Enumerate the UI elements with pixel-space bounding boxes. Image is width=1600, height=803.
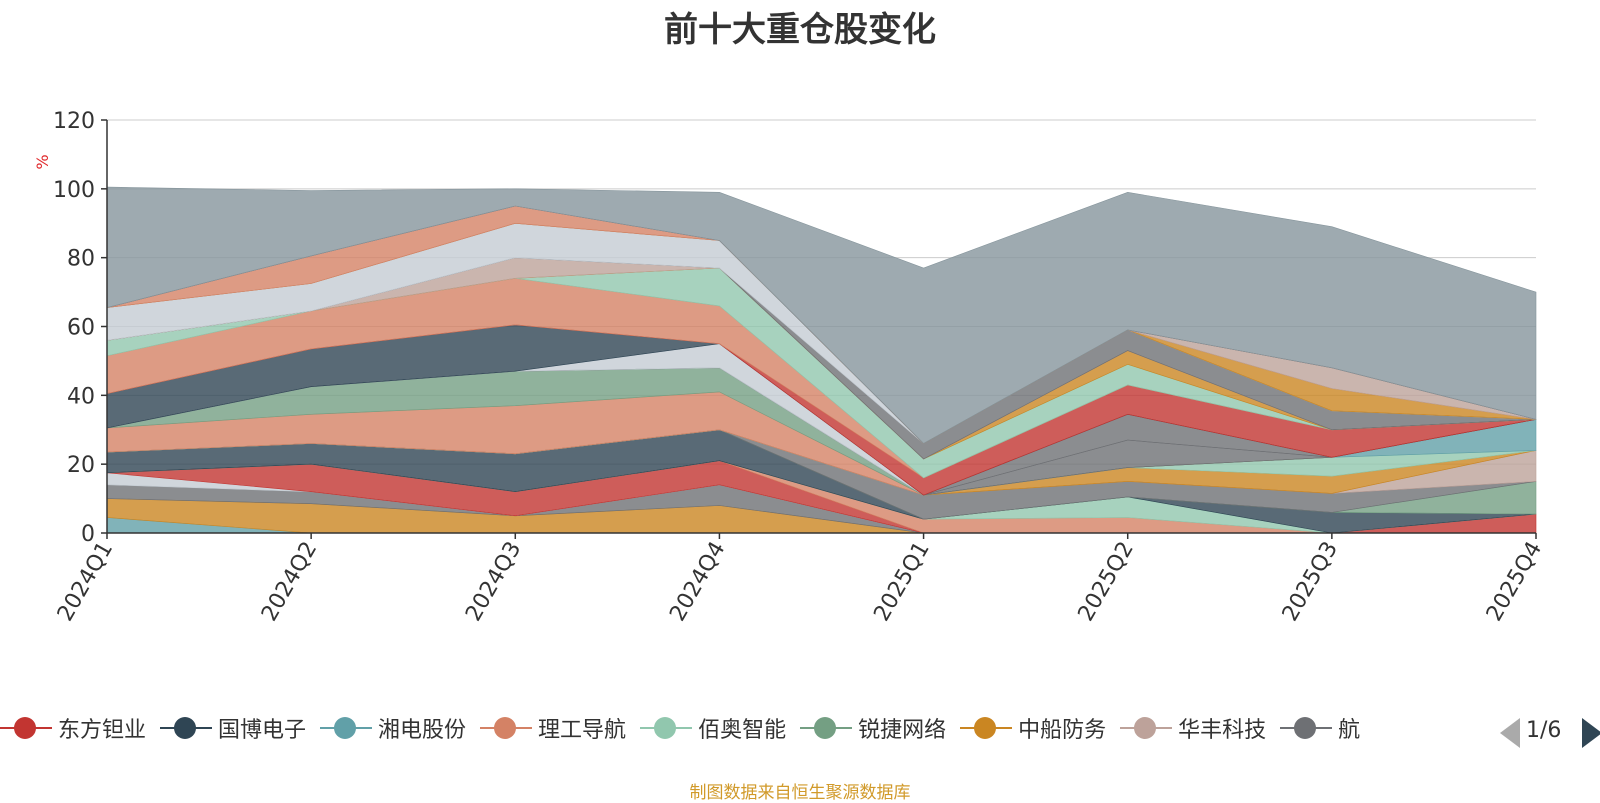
- legend-item[interactable]: 华丰科技: [1120, 712, 1266, 744]
- legend-item[interactable]: 东方钽业: [0, 712, 146, 744]
- legend-dot: [334, 717, 357, 739]
- prev-page-icon[interactable]: [1500, 718, 1520, 748]
- legend-item[interactable]: 中船防务: [960, 712, 1106, 744]
- legend-marker-icon: [1280, 715, 1333, 741]
- legend-item[interactable]: 佰奥智能: [640, 712, 786, 744]
- x-tick-label: 2025Q3: [1278, 538, 1343, 626]
- legend-marker-icon: [800, 715, 853, 741]
- legend-marker-icon: [160, 715, 213, 741]
- legend-label: 华丰科技: [1178, 718, 1267, 743]
- legend-dot: [1294, 717, 1317, 739]
- legend-dot: [1134, 717, 1157, 739]
- x-tick-label: 2024Q2: [257, 538, 322, 626]
- chart-title: 前十大重仓股变化: [664, 10, 936, 50]
- x-tick-label: 2025Q1: [869, 538, 934, 626]
- next-page-icon[interactable]: [1582, 718, 1600, 748]
- legend-dot: [174, 717, 197, 739]
- legend-dot: [814, 717, 837, 739]
- x-tick-label: 2025Q2: [1074, 538, 1139, 626]
- y-tick-label: 60: [67, 316, 95, 341]
- legend-dot: [654, 717, 677, 739]
- y-tick-label: 100: [53, 178, 95, 203]
- legend-label: 佰奥智能: [698, 718, 787, 743]
- legend-label: 中船防务: [1018, 718, 1107, 743]
- x-tick-label: 2024Q4: [665, 538, 730, 626]
- x-tick-label: 2024Q1: [53, 538, 118, 626]
- legend-item[interactable]: 航: [1280, 712, 1360, 744]
- legend-dot: [494, 717, 517, 739]
- legend-label: 航: [1338, 718, 1361, 743]
- x-tick-label: 2025Q4: [1482, 538, 1547, 626]
- legend-label: 国博电子: [218, 718, 307, 743]
- area-series-31: [106, 186, 1537, 444]
- legend: 东方钽业 国博电子 湘电股份 理工导航 佰奥智能 锐捷网络 中船防务 华丰科技 航: [0, 712, 1480, 756]
- legend-label: 东方钽业: [58, 718, 147, 743]
- legend-marker-icon: [640, 715, 693, 741]
- legend-marker-icon: [0, 715, 52, 741]
- stacked-areas: [106, 186, 1537, 534]
- legend-dot: [14, 717, 36, 739]
- y-tick-label: 40: [67, 384, 95, 409]
- legend-page-indicator: 1/6: [1526, 718, 1562, 743]
- legend-label: 理工导航: [538, 718, 627, 743]
- y-tick-label: 0: [81, 522, 95, 547]
- data-source-note: 制图数据来自恒生聚源数据库: [689, 783, 911, 803]
- legend-marker-icon: [480, 715, 533, 741]
- y-tick-label: 20: [67, 453, 95, 478]
- legend-marker-icon: [1120, 715, 1173, 741]
- y-tick-label: 80: [67, 247, 95, 272]
- legend-item[interactable]: 国博电子: [160, 712, 306, 744]
- legend-label: 湘电股份: [378, 718, 467, 743]
- legend-marker-icon: [320, 715, 373, 741]
- legend-item[interactable]: 湘电股份: [320, 712, 466, 744]
- y-axis-label: %: [33, 154, 52, 169]
- legend-dot: [974, 717, 997, 739]
- legend-label: 锐捷网络: [858, 718, 947, 743]
- legend-marker-icon: [960, 715, 1013, 741]
- legend-item[interactable]: 理工导航: [480, 712, 626, 744]
- legend-item[interactable]: 锐捷网络: [800, 712, 946, 744]
- x-tick-label: 2024Q3: [461, 538, 526, 626]
- y-tick-label: 120: [53, 109, 95, 134]
